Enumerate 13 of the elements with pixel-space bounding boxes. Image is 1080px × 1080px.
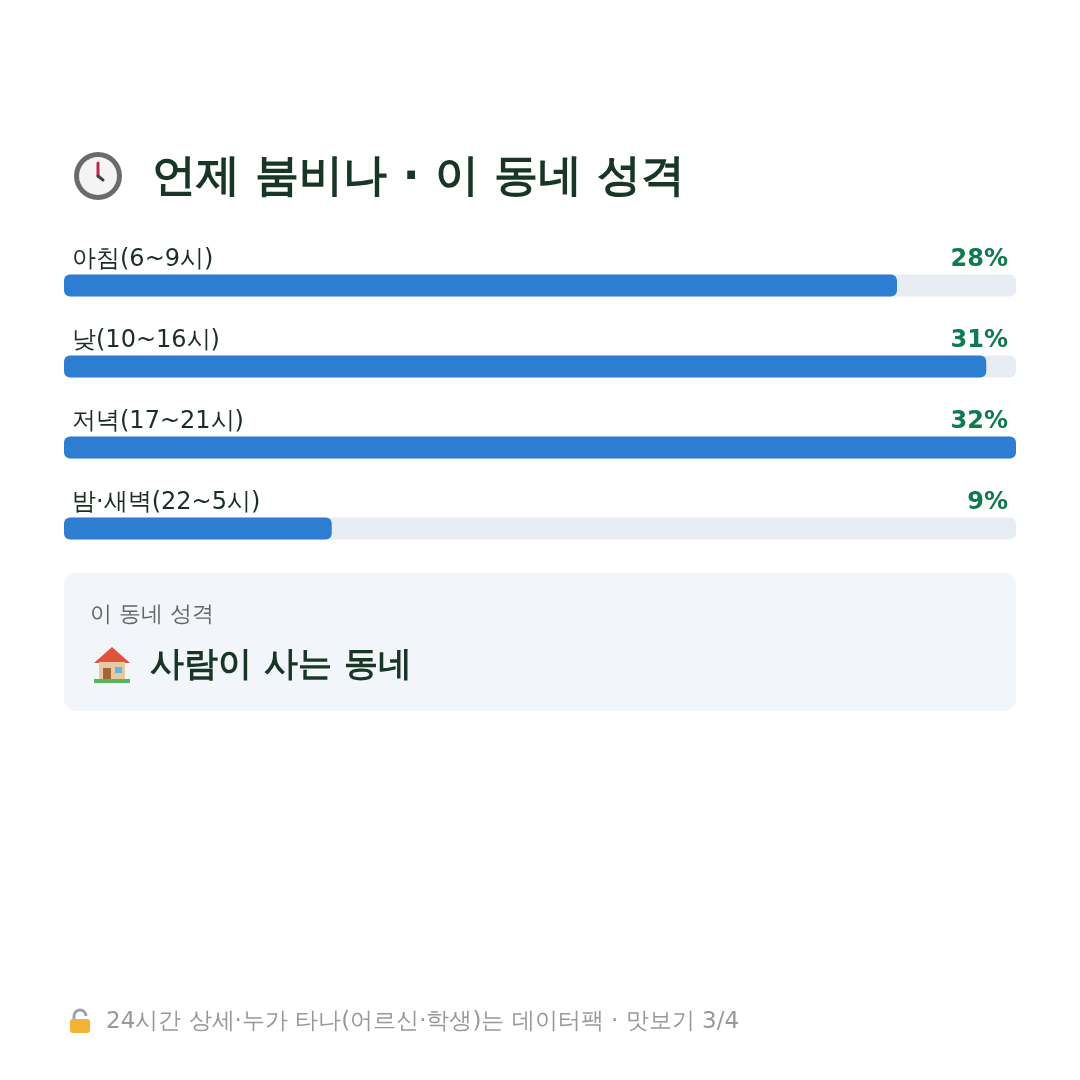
data-label: 28% — [950, 243, 1008, 272]
text: 24시간 상세·누가 타나(어르신·학생)는 데이터팩 · 맛보기 3/4 — [106, 1006, 740, 1035]
data-label: 32% — [950, 405, 1008, 434]
bar — [64, 517, 332, 540]
y-tick-label: 아침(6~9시) — [72, 243, 214, 272]
chart-title: 언제 붐비나 · 이 동네 성격 — [152, 148, 686, 202]
y-tick-label: 낮(10~16시) — [72, 324, 220, 353]
y-tick-label: 밤·새벽(22~5시) — [72, 486, 261, 515]
text: 사람이 사는 동네 — [150, 642, 412, 685]
data-label: 31% — [950, 324, 1008, 353]
text: 이 동네 성격 — [90, 600, 214, 628]
data-label: 9% — [967, 486, 1008, 515]
y-tick-label: 저녁(17~21시) — [72, 405, 244, 434]
